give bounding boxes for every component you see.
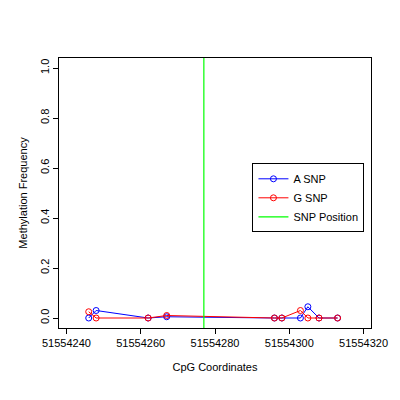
svg-text:51554260: 51554260 xyxy=(116,337,165,349)
svg-text:0.8: 0.8 xyxy=(39,109,51,124)
svg-text:0.4: 0.4 xyxy=(39,209,51,224)
svg-text:0.2: 0.2 xyxy=(39,259,51,274)
svg-text:51554280: 51554280 xyxy=(191,337,240,349)
svg-text:A SNP: A SNP xyxy=(293,173,325,185)
svg-text:51554320: 51554320 xyxy=(339,337,388,349)
svg-text:G SNP: G SNP xyxy=(293,192,327,204)
svg-text:CpG Coordinates: CpG Coordinates xyxy=(173,361,258,373)
svg-text:Methylation Frequency: Methylation Frequency xyxy=(17,137,29,249)
svg-text:1.0: 1.0 xyxy=(39,59,51,74)
svg-text:51554300: 51554300 xyxy=(265,337,314,349)
svg-text:0.0: 0.0 xyxy=(39,309,51,324)
svg-text:51554240: 51554240 xyxy=(42,337,91,349)
svg-text:SNP Position: SNP Position xyxy=(293,211,358,223)
svg-text:0.6: 0.6 xyxy=(39,159,51,174)
